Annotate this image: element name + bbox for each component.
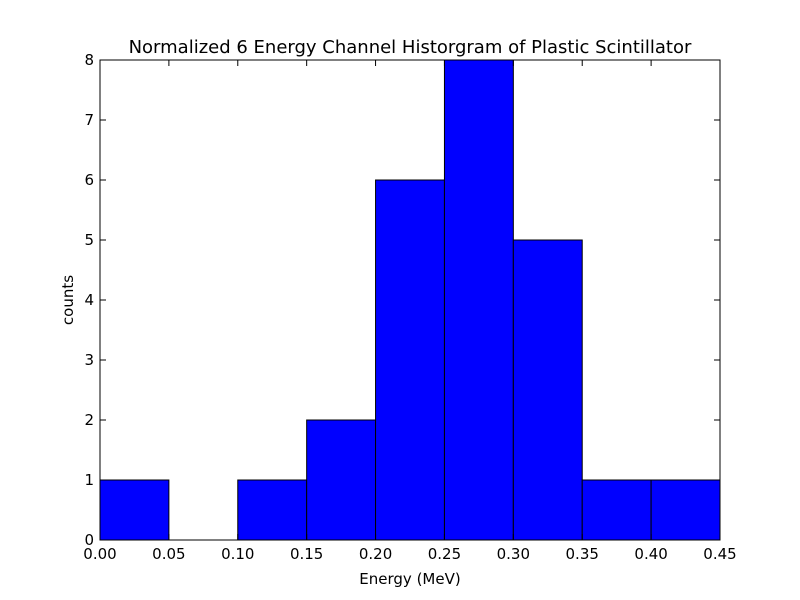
y-tick-label-1: 1 [84,471,94,489]
y-tick-label-6: 6 [84,171,94,189]
y-tick-label-0: 0 [84,531,94,549]
histogram-bar-2 [237,479,308,541]
histogram-bar-7 [581,479,652,541]
bars-group [99,59,721,541]
x-tick-label-4: 0.20 [359,545,392,563]
y-tick-label-2: 2 [84,411,94,429]
ticks-group: 0.00 0.05 0.10 0.15 0.20 0.25 0.30 0.35 0.40 0.45… [83,51,736,563]
x-axis-label: Energy (MeV) [359,570,460,588]
x-tick-label-0: 0.00 [83,545,116,563]
histogram-bar-3 [306,419,377,541]
x-tick-label-8: 0.40 [634,545,667,563]
y-tick-label-7: 7 [84,111,94,129]
x-tick-label-9: 0.45 [703,545,736,563]
y-axis-label: counts [59,275,77,325]
y-tick-label-8: 8 [84,51,94,69]
histogram-bar-6 [512,239,583,541]
x-tick-label-1: 0.05 [152,545,185,563]
x-tick-label-2: 0.10 [221,545,254,563]
plot-frame [99,59,721,541]
y-tick-label-3: 3 [84,351,94,369]
chart-title: Normalized 6 Energy Channel Historgram o… [129,37,692,58]
x-tick-label-3: 0.15 [290,545,323,563]
histogram-bar-0 [99,479,170,541]
y-tick-label-4: 4 [84,291,94,309]
x-tick-label-7: 0.35 [566,545,599,563]
y-tick-label-5: 5 [84,231,94,249]
histogram-bar-4 [375,179,445,541]
x-tick-label-6: 0.30 [497,545,530,563]
histogram-bar-5 [443,59,514,541]
x-tick-label-5: 0.25 [428,545,461,563]
histogram-bar-8 [650,479,721,541]
